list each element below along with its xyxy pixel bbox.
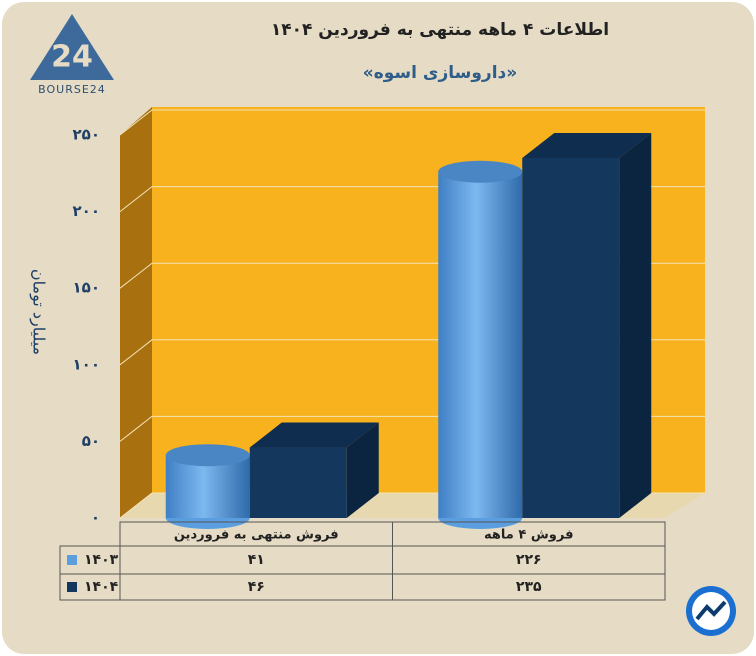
bar-top — [165, 444, 250, 467]
table-value: ۲۳۵ — [516, 579, 542, 595]
y-tick-label: ۰ — [91, 509, 100, 527]
bar — [522, 157, 620, 519]
bar — [249, 447, 347, 518]
bar-top — [438, 160, 523, 183]
brand-icon — [686, 586, 736, 636]
y-tick-label: ۱۵۰ — [73, 279, 100, 297]
bar-side — [619, 132, 652, 519]
bar — [438, 171, 523, 518]
y-tick-label: ۲۵۰ — [73, 126, 100, 144]
y-tick-label: ۱۰۰ — [73, 355, 100, 373]
legend-label: ۱۴۰۴ — [84, 579, 119, 595]
legend-swatch — [67, 555, 77, 565]
grid-line — [119, 109, 705, 136]
table-value: ۴۱ — [248, 552, 265, 568]
side-wall — [120, 107, 152, 518]
logo-text: BOURSE24 — [38, 83, 106, 96]
table-value: ۴۶ — [248, 579, 265, 595]
y-tick-label: ۲۰۰ — [73, 202, 100, 220]
x-tick-label: فروش ۴ ماهه — [484, 528, 573, 543]
legend-label: ۱۴۰۳ — [84, 552, 119, 568]
chart-subtitle: «داروسازی اسوه» — [363, 63, 518, 83]
y-axis-label: میلیارد تومان — [29, 269, 49, 355]
bar-top — [522, 132, 652, 158]
table-value: ۲۲۶ — [516, 552, 542, 568]
data-table: فروش منتهی به فروردین ۴۱ ۴۶ فروش ۴ ماهه ۲۲۶ ۲… — [59, 521, 666, 601]
bar-top — [249, 422, 379, 448]
legend-swatch — [67, 582, 77, 592]
y-tick-label: ۵۰ — [82, 432, 100, 450]
bar-side — [346, 422, 379, 518]
svg-text:24: 24 — [51, 40, 93, 75]
table-row — [59, 573, 666, 601]
x-tick-label: فروش منتهی به فروردین — [174, 528, 339, 543]
logo: 24 BOURSE24 — [30, 14, 114, 96]
chart-title: اطلاعات ۴ ماهه منتهی به فروردین ۱۴۰۴ — [271, 20, 609, 40]
